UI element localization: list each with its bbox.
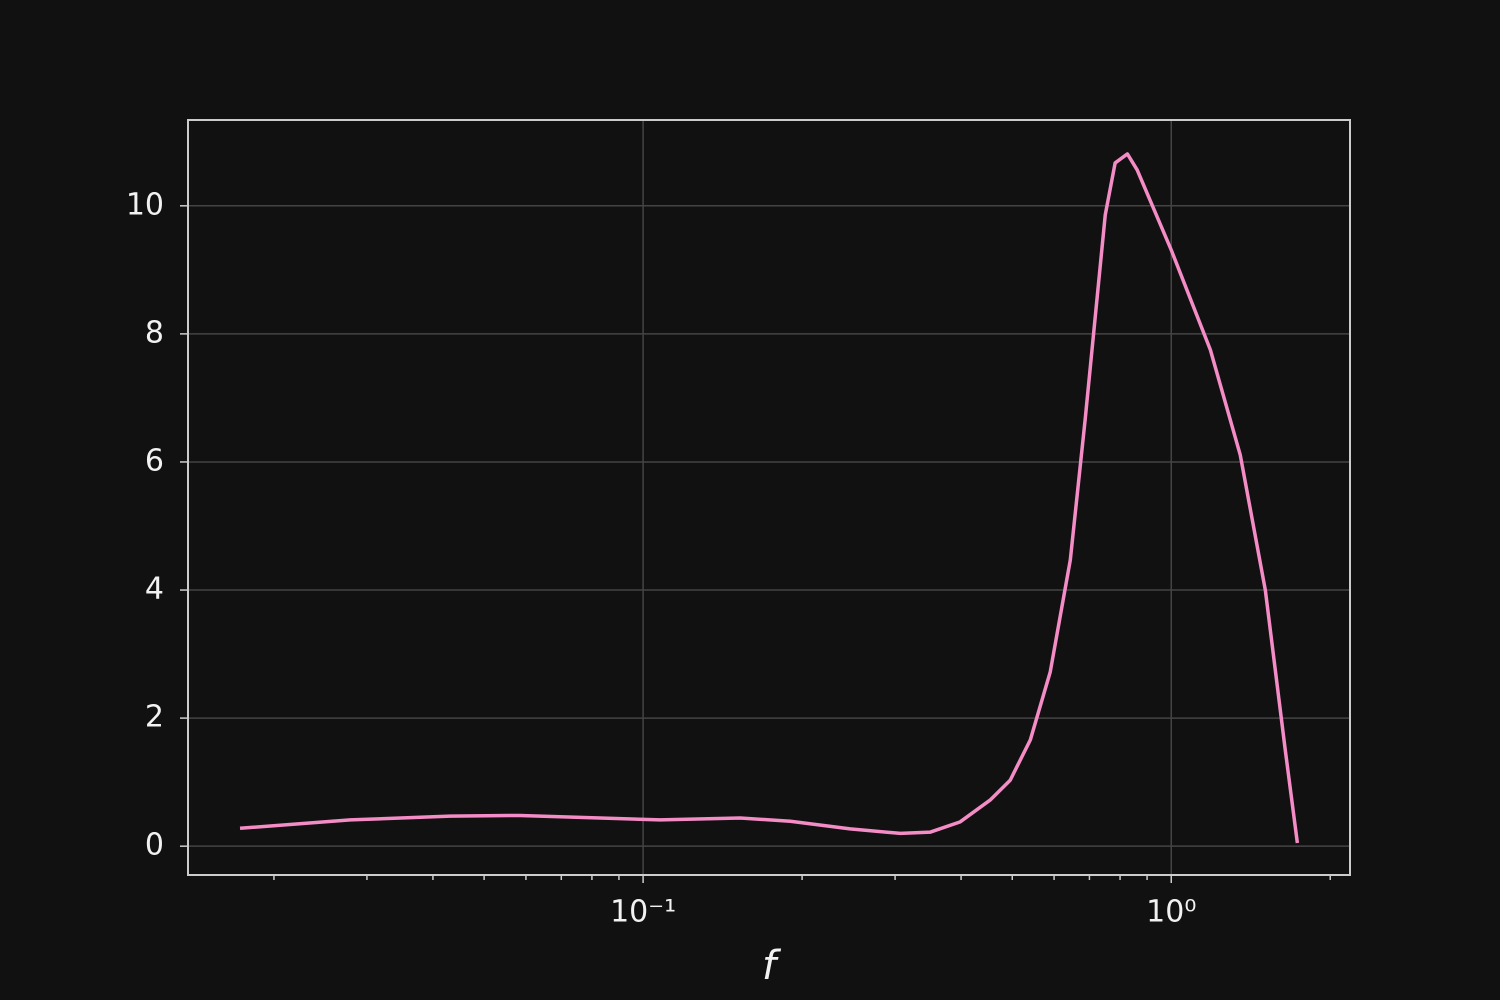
- y-tick-label: 6: [145, 443, 164, 478]
- y-tick-label: 10: [126, 187, 164, 222]
- ticks: 0 2 4 6 8 10 10⁻¹ 10⁰: [126, 187, 1331, 930]
- y-tick-label: 2: [145, 700, 164, 735]
- y-tick-label: 4: [145, 572, 164, 607]
- axes-frame: [187, 119, 1351, 876]
- grid: [188, 120, 1350, 875]
- data-line: [239, 152, 1300, 844]
- y-tick-label: 0: [145, 828, 164, 863]
- x-tick-label: 10⁰: [1146, 895, 1196, 930]
- y-tick-label: 8: [145, 315, 164, 350]
- plot-area: [239, 152, 1300, 844]
- x-tick-label: 10⁻¹: [610, 895, 676, 930]
